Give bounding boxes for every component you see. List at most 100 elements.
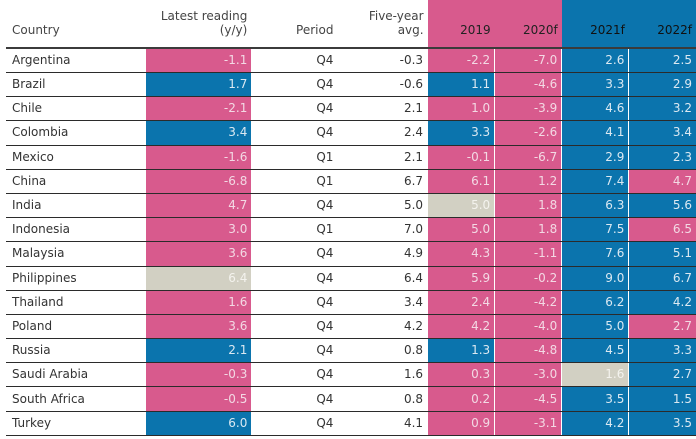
header-row: Country Latest reading (y/y) Period Five… [6, 0, 696, 49]
y2020f-cell: -2.6 [494, 120, 562, 146]
country-cell: Colombia [6, 120, 147, 146]
country-cell: Poland [6, 314, 147, 340]
period-cell: Q4 [251, 314, 338, 340]
y2019-cell: 5.0 [427, 193, 495, 219]
country-cell: Indonesia [6, 217, 147, 243]
y2022f-cell: 2.5 [628, 48, 696, 73]
y2022f-cell: 2.3 [628, 145, 696, 170]
five-year-avg-cell: 4.1 [337, 411, 428, 436]
period-cell: Q4 [251, 290, 338, 315]
y2022f-cell: 3.3 [628, 338, 696, 364]
y2019-cell: 1.3 [427, 338, 495, 364]
y2021f-cell: 6.2 [561, 290, 629, 315]
latest-reading-cell: 3.6 [146, 314, 252, 340]
five-year-avg-cell: 3.4 [337, 290, 428, 315]
country-cell: Turkey [6, 411, 147, 436]
table-row: China -6.8 Q1 6.7 6.1 1.2 7.4 4.7 [6, 169, 696, 194]
header-latest-reading: Latest reading (y/y) [146, 0, 252, 49]
y2020f-cell: -4.0 [494, 314, 562, 340]
table-row: India 4.7 Q4 5.0 5.0 1.8 6.3 5.6 [6, 193, 696, 219]
table-row: Mexico -1.6 Q1 2.1 -0.1 -6.7 2.9 2.3 [6, 145, 696, 170]
y2019-cell: 5.9 [427, 266, 495, 291]
y2021f-cell: 9.0 [561, 266, 629, 291]
y2021f-cell: 5.0 [561, 314, 629, 340]
country-cell: Saudi Arabia [6, 362, 147, 388]
table-row: Malaysia 3.6 Q4 4.9 4.3 -1.1 7.6 5.1 [6, 241, 696, 267]
y2020f-cell: 1.8 [494, 217, 562, 243]
table-row: Saudi Arabia -0.3 Q4 1.6 0.3 -3.0 1.6 2.7 [6, 362, 696, 388]
table-row: Chile -2.1 Q4 2.1 1.0 -3.9 4.6 3.2 [6, 96, 696, 122]
five-year-avg-cell: 4.9 [337, 241, 428, 267]
five-year-avg-cell: 2.1 [337, 145, 428, 170]
country-cell: India [6, 193, 147, 219]
latest-reading-cell: 6.4 [146, 266, 252, 291]
five-year-avg-cell: 6.7 [337, 169, 428, 194]
y2022f-cell: 5.1 [628, 241, 696, 267]
y2019-cell: 2.4 [427, 290, 495, 315]
y2022f-cell: 6.7 [628, 266, 696, 291]
latest-reading-cell: 1.7 [146, 72, 252, 98]
y2020f-cell: -4.6 [494, 72, 562, 98]
y2020f-cell: -6.7 [494, 145, 562, 170]
country-cell: Mexico [6, 145, 147, 170]
y2021f-cell: 4.1 [561, 120, 629, 146]
period-cell: Q4 [251, 411, 338, 436]
period-cell: Q4 [251, 120, 338, 146]
y2019-cell: -2.2 [427, 48, 495, 73]
table-row: Turkey 6.0 Q4 4.1 0.9 -3.1 4.2 3.5 [6, 411, 696, 436]
five-year-avg-cell: -0.6 [337, 72, 428, 98]
y2022f-cell: 3.5 [628, 411, 696, 436]
latest-reading-cell: -0.3 [146, 362, 252, 388]
table-row: Brazil 1.7 Q4 -0.6 1.1 -4.6 3.3 2.9 [6, 72, 696, 98]
five-year-avg-cell: 2.1 [337, 96, 428, 122]
header-latest-line1: Latest reading [160, 9, 248, 23]
table-row: Philippines 6.4 Q4 6.4 5.9 -0.2 9.0 6.7 [6, 266, 696, 291]
period-cell: Q4 [251, 241, 338, 267]
table-row: Colombia 3.4 Q4 2.4 3.3 -2.6 4.1 3.4 [6, 120, 696, 146]
period-cell: Q4 [251, 386, 338, 412]
latest-reading-cell: -1.6 [146, 145, 252, 170]
y2022f-cell: 5.6 [628, 193, 696, 219]
latest-reading-cell: 6.0 [146, 411, 252, 436]
y2020f-cell: -4.8 [494, 338, 562, 364]
table-row: Poland 3.6 Q4 4.2 4.2 -4.0 5.0 2.7 [6, 314, 696, 340]
country-cell: Argentina [6, 48, 147, 73]
five-year-avg-cell: 4.2 [337, 314, 428, 340]
country-cell: Malaysia [6, 241, 147, 267]
y2020f-cell: -1.1 [494, 241, 562, 267]
latest-reading-cell: 2.1 [146, 338, 252, 364]
header-five-year-avg: Five-year avg. [337, 0, 428, 49]
country-cell: Philippines [6, 266, 147, 291]
header-2022f: 2022f [628, 0, 696, 49]
latest-reading-cell: -1.1 [146, 48, 252, 73]
y2019-cell: 4.2 [427, 314, 495, 340]
five-year-avg-cell: 2.4 [337, 120, 428, 146]
header-2019: 2019 [427, 0, 495, 49]
period-cell: Q4 [251, 266, 338, 291]
y2022f-cell: 4.7 [628, 169, 696, 194]
country-cell: South Africa [6, 386, 147, 412]
five-year-avg-cell: 6.4 [337, 266, 428, 291]
five-year-avg-cell: 7.0 [337, 217, 428, 243]
period-cell: Q1 [251, 217, 338, 243]
y2021f-cell: 1.6 [561, 362, 629, 388]
latest-reading-cell: 4.7 [146, 193, 252, 219]
latest-reading-cell: 3.6 [146, 241, 252, 267]
y2020f-cell: -3.9 [494, 96, 562, 122]
y2019-cell: -0.1 [427, 145, 495, 170]
y2021f-cell: 6.3 [561, 193, 629, 219]
table-row: Indonesia 3.0 Q1 7.0 5.0 1.8 7.5 6.5 [6, 217, 696, 243]
period-cell: Q4 [251, 193, 338, 219]
y2022f-cell: 6.5 [628, 217, 696, 243]
period-cell: Q4 [251, 338, 338, 364]
period-cell: Q4 [251, 72, 338, 98]
y2021f-cell: 3.5 [561, 386, 629, 412]
y2019-cell: 0.9 [427, 411, 495, 436]
y2021f-cell: 4.6 [561, 96, 629, 122]
y2020f-cell: -4.5 [494, 386, 562, 412]
period-cell: Q1 [251, 169, 338, 194]
table-row: South Africa -0.5 Q4 0.8 0.2 -4.5 3.5 1.5 [6, 386, 696, 412]
y2019-cell: 1.1 [427, 72, 495, 98]
period-cell: Q1 [251, 145, 338, 170]
